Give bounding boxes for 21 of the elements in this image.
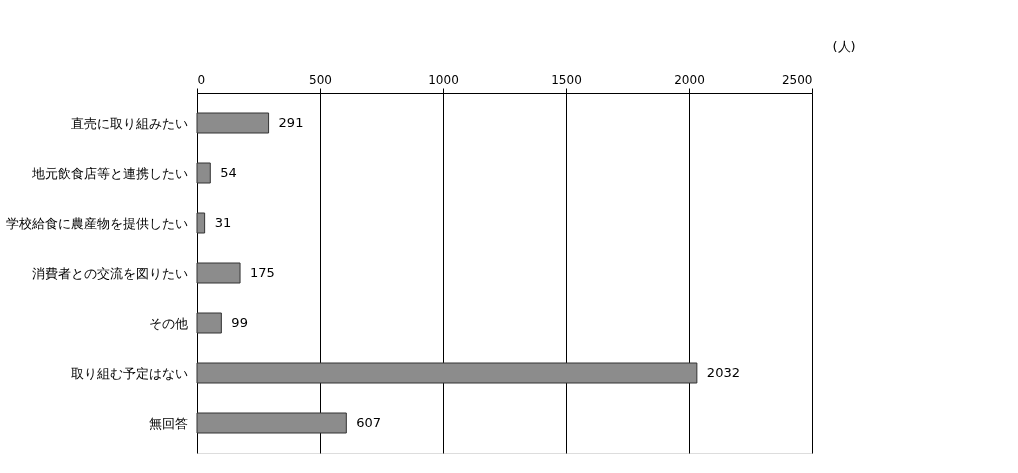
- x-tick-label: 1500: [551, 72, 582, 87]
- data-label: 175: [250, 265, 275, 280]
- y-tick-label: 無回答: [148, 415, 188, 431]
- data-label: 291: [278, 115, 304, 130]
- y-tick-label: 直売に取り組みたい: [70, 115, 188, 131]
- data-label: 2032: [706, 365, 740, 380]
- y-tick-label: 地元飲食店等と連携したい: [30, 165, 188, 181]
- x-tick-label: 500: [309, 72, 332, 87]
- data-label: 31: [214, 215, 232, 230]
- x-tick-label: 0: [197, 72, 206, 87]
- data-label: 99: [231, 315, 248, 330]
- x-tick-label: 2500: [781, 72, 813, 87]
- x-tick-label: 2000: [674, 72, 705, 87]
- x-tick-label: 1000: [428, 72, 459, 87]
- data-label: 54: [220, 165, 237, 180]
- x-axis-title: (人): [832, 38, 856, 54]
- y-tick-label: 学校給食に農産物を提供したい: [5, 215, 188, 231]
- y-tick-label: 消費者との交流を図りたい: [31, 265, 188, 281]
- data-label: 607: [356, 415, 382, 430]
- y-tick-label: 取り組む予定はない: [70, 365, 188, 381]
- y-tick-label: その他: [148, 315, 188, 331]
